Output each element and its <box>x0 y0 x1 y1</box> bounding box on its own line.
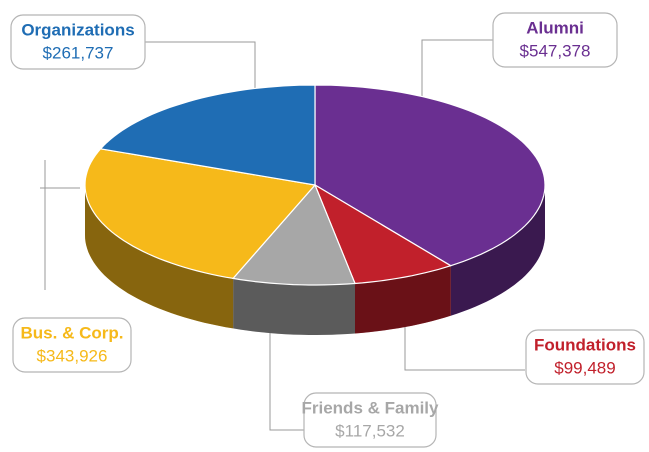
slice-side <box>355 265 451 334</box>
leader-line <box>145 41 256 102</box>
value-label: $99,489 <box>554 358 615 377</box>
value-label: $547,378 <box>520 41 591 60</box>
slice-side-shade <box>450 185 545 316</box>
slice-side-shade <box>85 185 234 329</box>
label-box <box>12 317 132 373</box>
label-box <box>10 14 146 70</box>
slice-side <box>450 185 545 316</box>
label-box <box>303 392 437 448</box>
leader-line <box>421 39 495 120</box>
slice-side-shade <box>233 278 355 335</box>
slice <box>99 84 316 186</box>
slice-side <box>233 278 355 335</box>
category-label: Bus. & Corp. <box>21 323 124 342</box>
label-box <box>492 12 618 68</box>
label-box <box>525 329 645 385</box>
slice <box>313 183 453 285</box>
pie <box>84 84 546 335</box>
category-label: Friends & Family <box>302 398 440 417</box>
category-label: Alumni <box>526 18 584 37</box>
slice-side-shade <box>355 265 451 334</box>
value-label: $117,532 <box>335 421 405 440</box>
labels: Alumni $547,378 Foundations $99,489 Friends … <box>10 12 645 448</box>
value-label: $343,926 <box>37 346 108 365</box>
slice <box>84 148 317 280</box>
slice <box>314 84 546 267</box>
category-label: Organizations <box>21 20 134 39</box>
slice-side <box>85 185 234 329</box>
category-label: Foundations <box>534 335 636 354</box>
value-label: $261,737 <box>43 43 114 62</box>
leader-line <box>269 300 305 431</box>
slice <box>231 183 356 286</box>
